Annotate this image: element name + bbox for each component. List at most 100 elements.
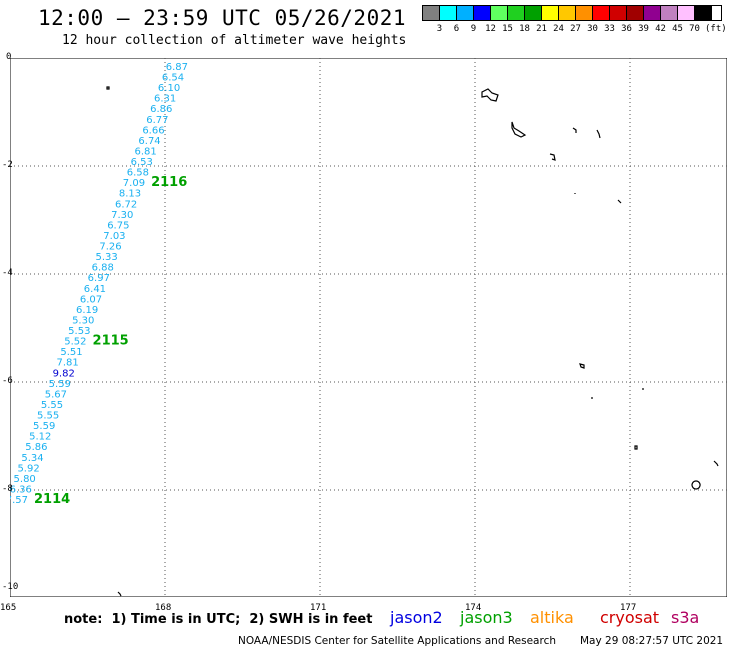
island-outline: [117, 591, 122, 597]
footer-credit: NOAA/NESDIS Center for Satellite Applica…: [238, 635, 556, 647]
legend-swatch: [678, 6, 695, 20]
satellite-name: cryosat: [600, 608, 660, 627]
wave-height-label: 6.88: [92, 263, 114, 274]
legend-swatch: [695, 6, 712, 20]
legend-label: 3: [436, 24, 443, 34]
latitude-label: 0: [6, 52, 12, 62]
wave-height-label: 6.72: [115, 199, 137, 210]
altimeter-track: 6.876.546.106.316.866.776.666.746.816.53…: [10, 62, 188, 507]
footer-timestamp: May 29 08:27:57 UTC 2021: [580, 635, 724, 647]
wave-height-label: 6.19: [76, 305, 98, 316]
island-outline: [713, 460, 719, 467]
wave-height-label: 5.92: [17, 463, 39, 474]
wave-height-label: 6.54: [162, 73, 184, 84]
wave-height-label: 5.55: [37, 411, 59, 422]
wave-height-label: 7.81: [56, 358, 78, 369]
legend-swatch: [457, 6, 474, 20]
wave-height-map: 6.876.546.106.316.866.776.666.746.816.53…: [10, 58, 727, 597]
wave-height-label: 5.80: [14, 474, 36, 485]
island-outline: [106, 86, 110, 90]
wave-height-label: 5.59: [33, 421, 55, 432]
wave-height-label: 5.34: [21, 453, 43, 464]
island-outline: [549, 153, 556, 161]
wave-height-label: 5.55: [41, 400, 63, 411]
legend-label: 12: [485, 24, 496, 34]
wave-height-label: 5.53: [68, 326, 90, 337]
legend-swatch: [491, 6, 508, 20]
legend-label: 21: [536, 24, 547, 34]
legend-labels: 3 6 9 12 15 18 21 24 27 30 33 36 39 42 45 70 (ft): [422, 24, 727, 34]
legend-label: 30: [587, 24, 598, 34]
wave-height-label: 6.87: [166, 62, 188, 73]
legend-swatch: [576, 6, 593, 20]
legend-swatch: [542, 6, 559, 20]
legend-swatch: [423, 6, 440, 20]
color-legend: 3 6 9 12 15 18 21 24 27 30 33 36 39 42 45 70 (ft): [422, 5, 727, 34]
satellite-name: altika: [530, 608, 574, 627]
longitude-label: 171: [310, 603, 327, 613]
island-outline: [511, 121, 527, 138]
satellite-name: jason3: [460, 608, 513, 627]
legend-label: 36: [621, 24, 632, 34]
island-outline: [481, 88, 499, 102]
legend-label: 33: [604, 24, 615, 34]
wave-height-label: 6.66: [142, 125, 164, 136]
island-outline: [596, 129, 601, 139]
wave-height-label: 5.59: [49, 379, 71, 390]
wave-height-label: 7.03: [103, 231, 125, 242]
legend-swatch: [661, 6, 678, 20]
orbit-number-label: 2114: [34, 492, 70, 507]
legend-label: 15: [502, 24, 513, 34]
legend-swatch: [593, 6, 610, 20]
longitude-label: 165: [0, 603, 17, 613]
longitude-label: 168: [155, 603, 172, 613]
legend-swatch: [525, 6, 542, 20]
legend-swatch: [508, 6, 525, 20]
wave-height-label: 6.31: [154, 94, 176, 105]
wave-height-label: 6.41: [84, 284, 106, 295]
island-outline: [617, 199, 622, 204]
legend-label: 42: [655, 24, 666, 34]
island-outline: [634, 445, 638, 450]
legend-swatch: [627, 6, 644, 20]
wave-height-label: 6.77: [146, 115, 168, 126]
wave-height-label: 6.53: [131, 157, 153, 168]
legend-swatch: [559, 6, 576, 20]
longitude-label: 177: [620, 603, 637, 613]
wave-height-label: 5.30: [72, 315, 94, 326]
legend-unit: (ft): [705, 24, 727, 34]
latitude-label: -6: [2, 376, 13, 386]
wave-height-label: 5.52: [64, 337, 86, 348]
wave-height-label: 5.86: [25, 442, 47, 453]
wave-height-label: 9.82: [53, 368, 75, 379]
wave-height-label: 8.13: [119, 189, 141, 200]
legend-label: 45: [672, 24, 683, 34]
legend-label: 39: [638, 24, 649, 34]
wave-height-label: 6.07: [80, 294, 102, 305]
wave-height-label: 5.67: [45, 389, 67, 400]
wave-height-label: 7.57: [10, 495, 28, 506]
wave-height-label: 6.81: [135, 146, 157, 157]
orbit-number-label: 2116: [151, 175, 187, 190]
wave-height-label: 6.97: [88, 273, 110, 284]
wave-height-label: 6.74: [138, 136, 160, 147]
legend-label: 9: [470, 24, 477, 34]
latitude-label: -10: [2, 582, 19, 592]
island-outline: [691, 480, 701, 490]
satellite-name: s3a: [671, 608, 700, 627]
legend-swatch: [474, 6, 491, 20]
wave-height-label: 6.58: [127, 168, 149, 179]
wave-height-label: 6.10: [158, 83, 180, 94]
latitude-label: -4: [2, 268, 13, 278]
wave-height-label: 5.51: [60, 347, 82, 358]
satellite-name: jason2: [390, 608, 443, 627]
map-frame: [10, 58, 727, 597]
wave-height-label: 6.75: [107, 220, 129, 231]
wave-height-label: 6.86: [150, 104, 172, 115]
legend-swatch: [610, 6, 627, 20]
latitude-label: -2: [2, 160, 13, 170]
wave-height-label: 6.36: [10, 484, 32, 495]
orbit-number-label: 2115: [93, 334, 129, 349]
latitude-label: -8: [2, 484, 13, 494]
legend-label: 24: [553, 24, 564, 34]
